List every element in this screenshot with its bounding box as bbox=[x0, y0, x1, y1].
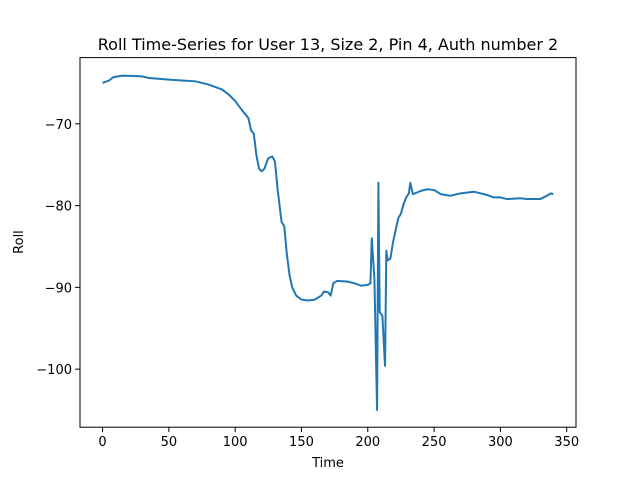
x-tick-label: 350 bbox=[554, 435, 579, 450]
x-tick-label: 250 bbox=[422, 435, 447, 450]
x-axis-label: Time bbox=[311, 456, 344, 471]
chart-title: Roll Time-Series for User 13, Size 2, Pi… bbox=[98, 35, 558, 54]
y-tick-label: −90 bbox=[45, 281, 72, 296]
data-line bbox=[102, 74, 554, 412]
y-tick-label: −100 bbox=[36, 363, 72, 378]
x-tick-label: 100 bbox=[223, 435, 248, 450]
y-tick-label: −80 bbox=[45, 200, 72, 215]
y-axis-label: Roll bbox=[12, 230, 27, 254]
x-tick-label: 200 bbox=[355, 435, 380, 450]
x-tick-label: 50 bbox=[161, 435, 178, 450]
plot-frame bbox=[79, 57, 577, 428]
y-tick-label: −70 bbox=[45, 118, 72, 133]
x-tick-label: 150 bbox=[289, 435, 314, 450]
x-tick-label: 300 bbox=[488, 435, 513, 450]
x-tick-label: 0 bbox=[98, 435, 106, 450]
